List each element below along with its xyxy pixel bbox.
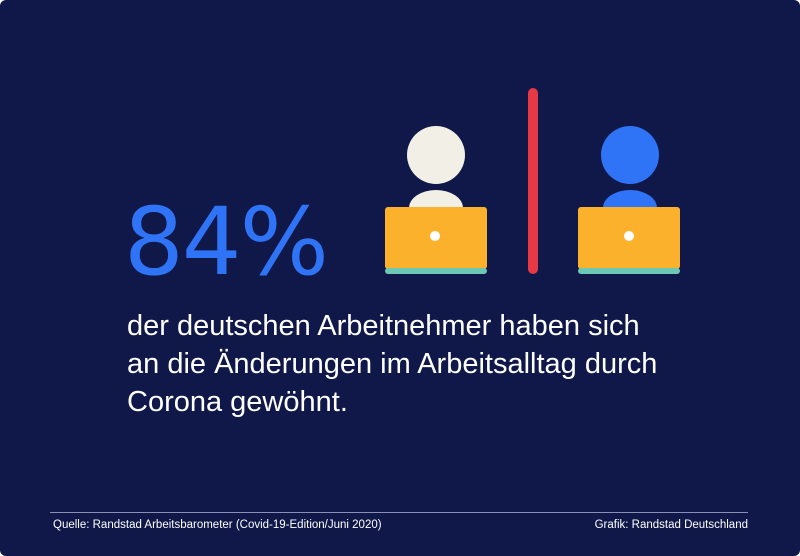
laptop-right-icon	[578, 207, 680, 274]
divider-line	[528, 88, 538, 274]
footer-credit: Grafik: Randstad Deutschland	[594, 519, 748, 531]
stat-percentage: 84%	[124, 188, 329, 297]
illustration	[380, 84, 690, 280]
description-line-3: Corona gewöhnt.	[127, 386, 348, 418]
description-line-1: der deutschen Arbeitnehmer haben sich	[127, 310, 640, 342]
footer-divider	[50, 512, 748, 513]
laptop-right-camera-dot	[624, 231, 634, 241]
stat-description: der deutschen Arbeitnehmer haben sich an…	[127, 307, 687, 421]
laptop-right-base	[578, 268, 680, 274]
footer-source: Quelle: Randstad Arbeitsbarometer (Covid…	[53, 519, 382, 531]
laptop-left-base	[385, 268, 487, 274]
description-line-2: an die Änderungen im Arbeitsalltag durch	[127, 348, 658, 380]
laptop-left-icon	[385, 207, 487, 274]
laptop-left-camera-dot	[430, 231, 440, 241]
person-right-head	[601, 126, 659, 184]
person-left-head	[407, 126, 465, 184]
illustration-svg	[385, 88, 680, 274]
